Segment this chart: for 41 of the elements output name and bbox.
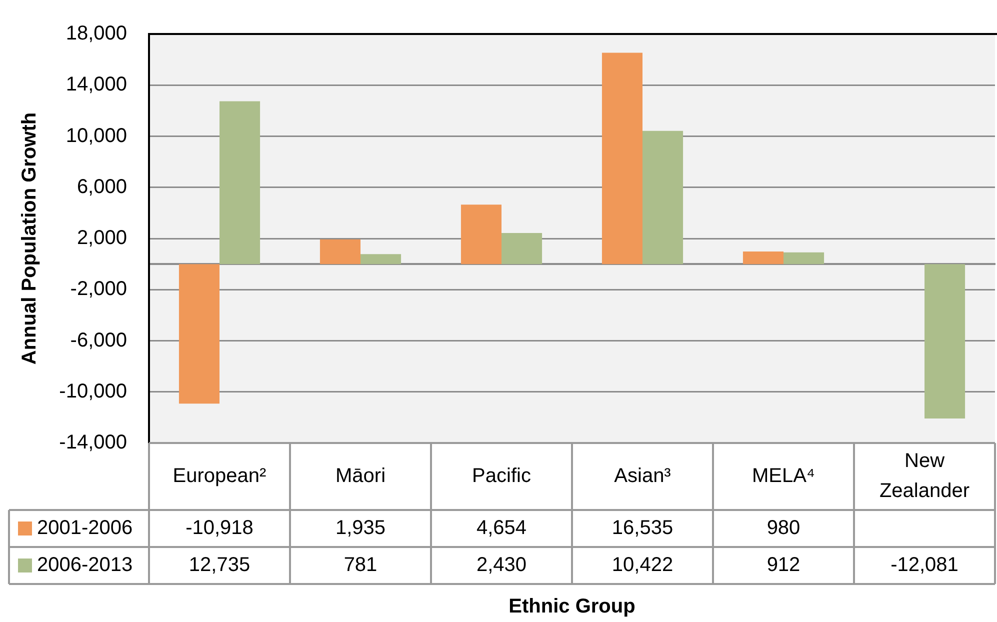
- bar: [642, 130, 684, 264]
- data-label: 912: [766, 554, 800, 576]
- y-tick-label: -10,000: [59, 380, 127, 402]
- bar: [602, 52, 642, 264]
- x-tick-label: New Zealander: [879, 450, 970, 502]
- legend-label: 2006-2013: [37, 554, 133, 576]
- bar: [178, 264, 220, 404]
- bar: [460, 204, 502, 264]
- x-axis-title: Ethnic Group: [508, 596, 636, 618]
- bar: [784, 252, 824, 264]
- data-label: -12,081: [890, 554, 958, 576]
- data-label: 781: [344, 554, 378, 576]
- y-tick-label: -2,000: [70, 278, 127, 300]
- y-tick-label: -6,000: [70, 329, 127, 352]
- y-axis-title: Annual Population Growth: [18, 112, 41, 365]
- data-label: 10,422: [612, 554, 674, 576]
- data-label: 16,535: [612, 517, 674, 540]
- data-label: 2,430: [476, 554, 527, 576]
- bar: [924, 264, 966, 418]
- bar: [360, 254, 402, 264]
- x-tick-label: Māori: [335, 465, 386, 488]
- x-tick-label: European²: [172, 465, 267, 488]
- y-tick-label: 14,000: [66, 74, 127, 96]
- bar: [742, 252, 784, 264]
- data-label: 1,935: [335, 517, 386, 540]
- y-tick-label: 10,000: [66, 124, 127, 147]
- x-tick-label: Asian³: [614, 465, 672, 488]
- y-tick-label: 2,000: [76, 227, 127, 250]
- bar: [320, 239, 360, 264]
- bar: [220, 101, 260, 264]
- data-label: 980: [766, 517, 800, 540]
- data-label: -10,918: [186, 517, 254, 540]
- y-tick-label: 18,000: [66, 22, 127, 45]
- y-tick-label: 6,000: [76, 176, 127, 198]
- y-tick-label: -14,000: [59, 432, 127, 454]
- x-tick-label: Pacific: [472, 465, 531, 488]
- data-label: 4,654: [476, 517, 527, 540]
- data-label: 12,735: [188, 554, 250, 576]
- legend-label: 2001-2006: [37, 517, 133, 540]
- bar: [502, 233, 542, 264]
- x-tick-label: MELA⁴: [752, 465, 816, 488]
